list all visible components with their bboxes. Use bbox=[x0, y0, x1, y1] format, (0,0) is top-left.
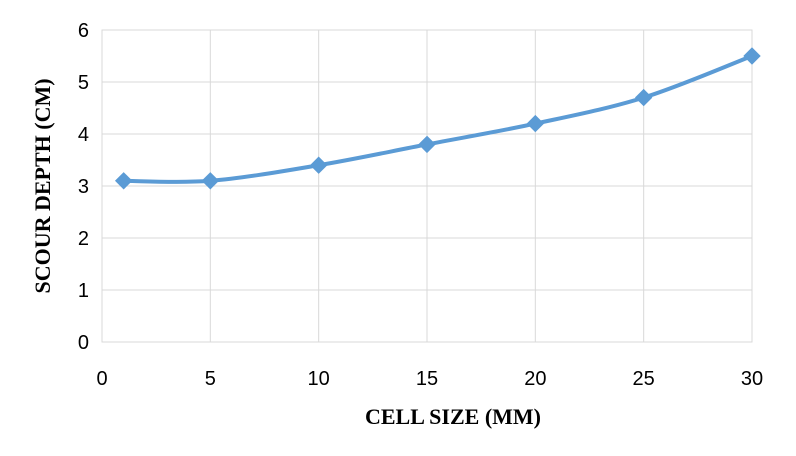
x-axis-title: CELL SIZE (MM) bbox=[365, 404, 541, 429]
x-tick-label: 0 bbox=[96, 368, 107, 390]
data-point-marker bbox=[634, 88, 653, 107]
plot-area-border bbox=[101, 29, 753, 343]
grid-layer bbox=[101, 29, 753, 343]
x-tick-label: 15 bbox=[416, 368, 438, 390]
data-point-marker bbox=[743, 47, 761, 65]
x-tick-label: 10 bbox=[308, 368, 330, 390]
x-tick-label: 30 bbox=[741, 368, 763, 390]
y-tick-label: 1 bbox=[78, 280, 89, 302]
data-point-marker bbox=[114, 172, 133, 190]
y-tick-label: 5 bbox=[78, 72, 89, 94]
series-line bbox=[121, 54, 754, 184]
x-tick-label: 25 bbox=[633, 368, 655, 390]
y-tick-label: 6 bbox=[78, 20, 89, 42]
series-layer bbox=[114, 47, 761, 190]
y-tick-label: 2 bbox=[78, 228, 89, 250]
y-tick-label: 4 bbox=[78, 124, 89, 146]
data-point-marker bbox=[526, 114, 545, 133]
tick-label-layer: 0 1 2 3 4 5 6 0 5 10 15 20 25 30 bbox=[78, 20, 763, 390]
data-point-marker bbox=[201, 172, 220, 190]
y-tick-label: 0 bbox=[78, 332, 89, 354]
y-tick-label: 3 bbox=[78, 176, 89, 198]
x-tick-label: 20 bbox=[524, 368, 546, 390]
y-axis-title: SCOUR DEPTH (CM) bbox=[30, 78, 55, 293]
data-point-marker bbox=[418, 135, 436, 154]
x-tick-label: 5 bbox=[205, 368, 216, 390]
data-point-marker bbox=[309, 156, 328, 174]
